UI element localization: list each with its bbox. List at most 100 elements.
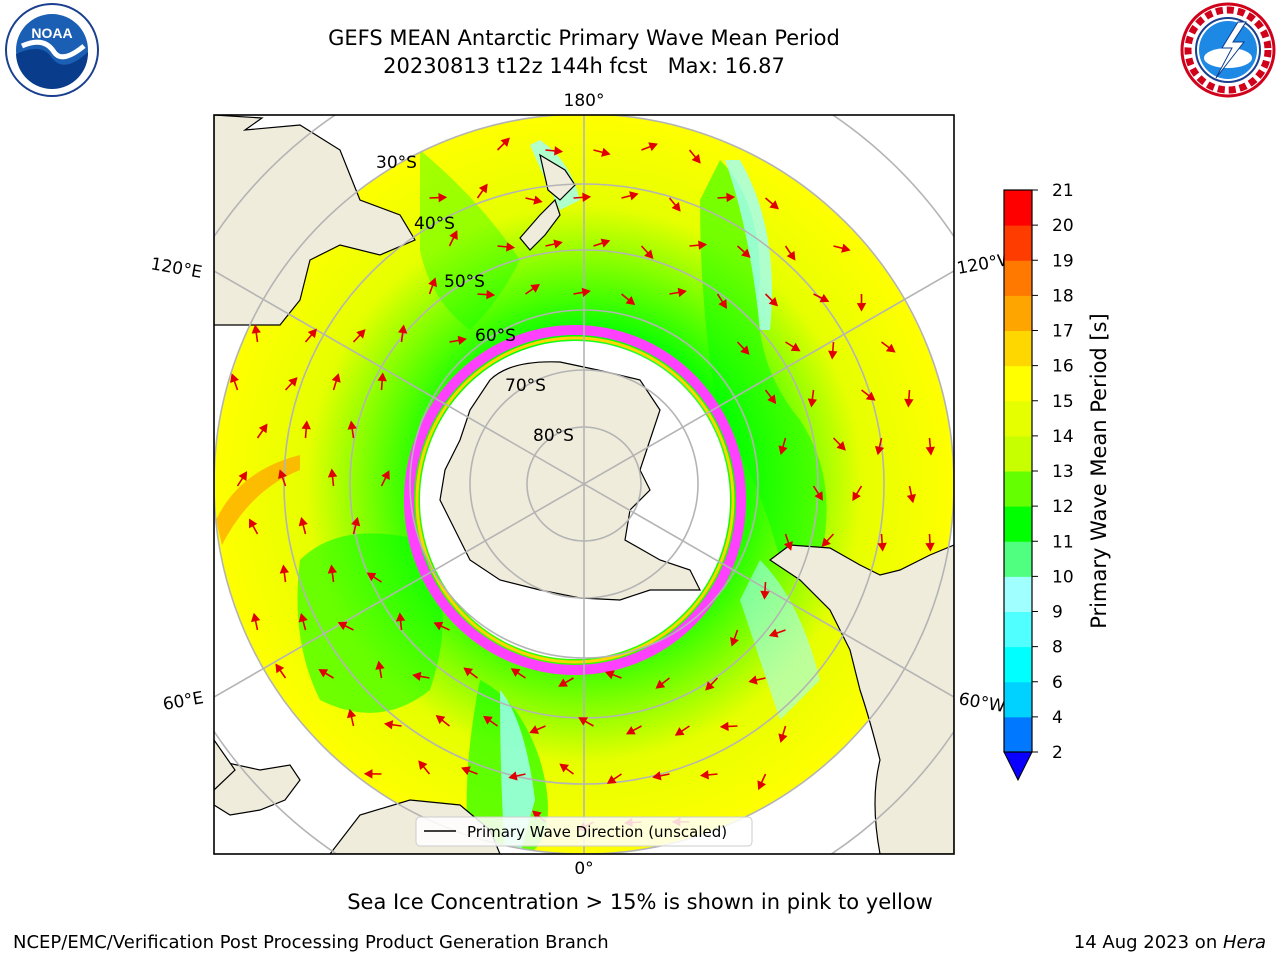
- wave-arrow-head: [828, 350, 838, 360]
- wave-arrow-head: [554, 146, 564, 156]
- wave-arrow-head: [778, 445, 788, 455]
- wave-arrow-head: [428, 277, 438, 288]
- wave-arrow-head: [865, 391, 876, 401]
- colorbar-cell: [1004, 190, 1032, 226]
- wave-arrow-head: [757, 780, 767, 791]
- antarctica-land: [439, 361, 701, 601]
- wave-arrow-head: [769, 200, 779, 210]
- wave-arrow-head: [506, 242, 516, 252]
- wave-arrow-head: [478, 183, 488, 194]
- colorbar-cell: [1004, 295, 1032, 331]
- wave-arrow-head: [719, 721, 729, 732]
- wave-arrow-head: [600, 238, 611, 248]
- wave-arrow-head: [279, 564, 290, 574]
- colorbar-cell: [1004, 681, 1032, 718]
- wave-arrow-head: [500, 137, 510, 147]
- footer-date-text: 14 Aug 2023 on: [1073, 932, 1223, 953]
- colorbar-tick-label: 20: [1052, 216, 1074, 236]
- colorbar-cell: [1004, 330, 1032, 367]
- colorbar: 2 4 6 8 9 10 11 12 13 14 15 16 17 18 19 20 21 Primary Wa…: [1003, 181, 1111, 782]
- lon-label-60e: 60°E: [161, 688, 205, 715]
- wave-arrow-head: [740, 345, 750, 355]
- wave-arrow-head: [885, 343, 896, 353]
- noaa-logo-text: NOAA: [31, 25, 72, 41]
- wave-arrow-head: [356, 329, 366, 339]
- wave-arrow-head: [877, 542, 887, 552]
- colorbar-tick-label: 14: [1052, 427, 1074, 447]
- wave-arrow-head: [674, 727, 685, 736]
- colorbar-tick-label: 8: [1052, 638, 1063, 658]
- wave-arrow-head: [249, 518, 258, 529]
- wave-arrow-head: [819, 293, 830, 303]
- new-zealand-north: [539, 153, 576, 201]
- map-subtitle: 20230813 t12z 144h fcst Max: 16.87: [383, 54, 785, 78]
- wave-arrow-head: [741, 248, 751, 258]
- lat-label-40s: 40°S: [414, 214, 455, 234]
- map-legend: Primary Wave Direction (unscaled): [415, 816, 753, 847]
- wave-arrow-head: [601, 147, 611, 157]
- wave-arrow-head: [412, 671, 422, 682]
- wave-arrow-head: [258, 423, 268, 434]
- wave-arrow-head: [644, 249, 654, 260]
- colorbar-tick-label: 9: [1052, 603, 1063, 623]
- wave-arrow-head: [874, 445, 885, 456]
- wave-arrow-head: [275, 663, 285, 674]
- wave-arrow-head: [508, 771, 518, 781]
- wave-arrow-head: [904, 398, 914, 408]
- lon-label-60w: 60°W: [957, 689, 1007, 717]
- wave-arrow-head: [906, 493, 916, 504]
- wave-arrow-head: [486, 289, 496, 300]
- colorbar-tick-label: 2: [1052, 743, 1063, 763]
- colorbar-cell: [1004, 506, 1032, 542]
- wave-arrow-head: [778, 733, 788, 743]
- footer-host: Hera: [1222, 932, 1266, 953]
- wave-arrow-head: [705, 681, 715, 691]
- wave-arrow-head: [418, 760, 428, 770]
- colorbar-cell: [1004, 541, 1032, 577]
- colorbar-tick-label: 21: [1052, 181, 1074, 201]
- wave-arrow-head: [699, 770, 709, 780]
- map-title: GEFS MEAN Antarctic Primary Wave Mean Pe…: [328, 26, 840, 50]
- australia-land: [214, 115, 416, 326]
- colorbar-cell: [1004, 646, 1032, 683]
- colorbar-cell: [1004, 716, 1032, 753]
- wave-arrow-head: [238, 471, 248, 481]
- wave-arrow-head: [395, 612, 406, 622]
- latitude-labels: 30°S 40°S 50°S 60°S 70°S 80°S: [376, 153, 574, 446]
- wave-arrow-head: [790, 342, 801, 352]
- lon-label-180: 180°: [564, 91, 605, 111]
- sea-ice-caption: Sea Ice Concentration > 15% is shown in …: [347, 890, 933, 914]
- wave-arrow-head: [337, 621, 348, 631]
- wave-arrow-head: [581, 287, 591, 298]
- wave-arrow-head: [377, 372, 387, 382]
- colorbar-tick-label: 16: [1052, 357, 1074, 377]
- wave-arrow-head: [363, 769, 373, 779]
- map-frame: [214, 115, 954, 854]
- wave-arrow-head: [786, 250, 796, 261]
- wave-arrow-head: [655, 679, 666, 689]
- wave-arrow-head: [625, 726, 636, 735]
- colorbar-cell: [1004, 365, 1032, 402]
- wave-arrow-head: [532, 810, 542, 820]
- wave-arrow-head: [383, 720, 394, 730]
- colorbar-cell: [1004, 471, 1032, 507]
- wave-arrow-head: [375, 660, 385, 670]
- wave-arrow-head: [629, 191, 639, 201]
- lon-label-0: 0°: [574, 859, 593, 879]
- wave-arrow-head: [856, 303, 867, 312]
- wave-arrow-head: [726, 192, 736, 203]
- land: [214, 115, 954, 854]
- footer-credit: NCEP/EMC/Verification Post Processing Pr…: [13, 932, 609, 953]
- wave-arrow-head: [748, 675, 758, 685]
- wave-arrow-head: [331, 373, 341, 383]
- colorbar-tick-label: 19: [1052, 251, 1074, 271]
- wave-arrow-head: [925, 446, 935, 456]
- lat-label-80s: 80°S: [533, 426, 574, 446]
- wave-arrow-head: [346, 708, 357, 719]
- wave-arrow-head: [347, 420, 357, 430]
- colorbar-cell: [1004, 260, 1032, 296]
- noaa-logo-icon: NOAA: [5, 3, 99, 97]
- wave-arrow-head: [433, 621, 444, 631]
- lat-label-70s: 70°S: [505, 376, 546, 396]
- wave-arrow-head: [435, 715, 446, 725]
